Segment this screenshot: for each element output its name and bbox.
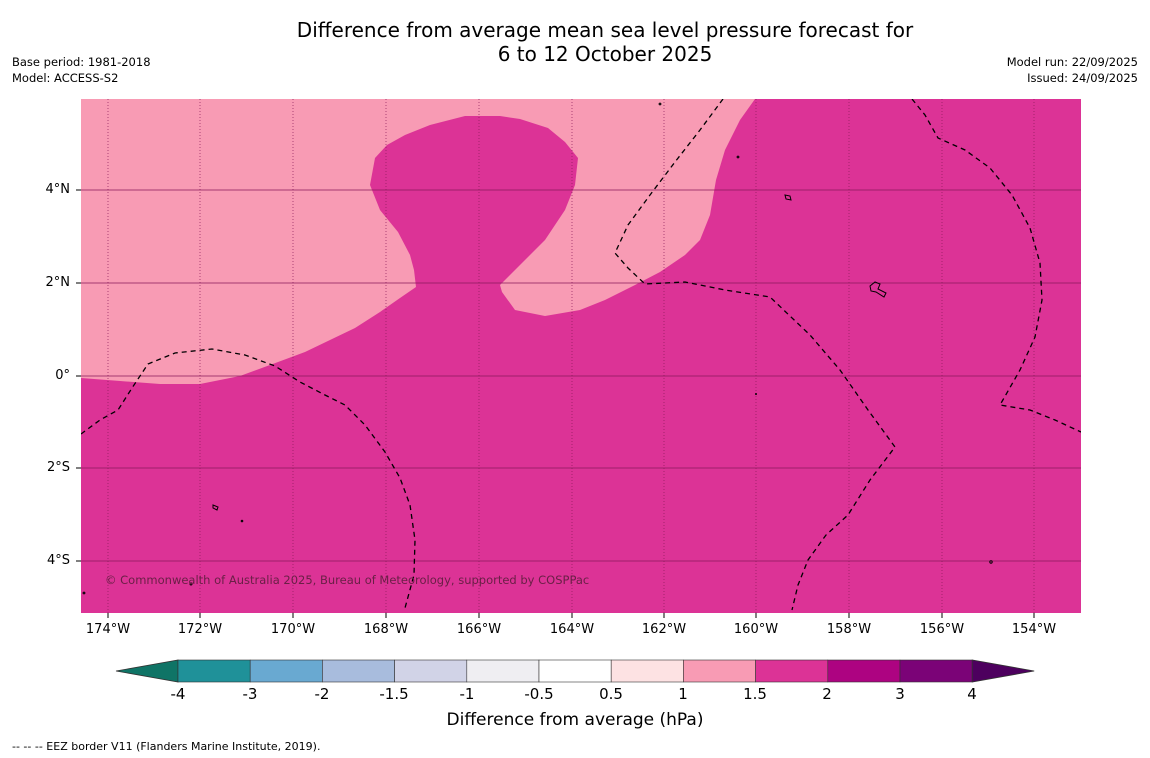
model-run: Model run: 22/09/2025: [1006, 55, 1138, 69]
colorbar-tick-label: -3: [242, 685, 258, 703]
model-name: Model: ACCESS-S2: [12, 71, 119, 85]
lon-label-172w: 172°W: [177, 622, 223, 637]
colorbar-tick-label: 1.5: [743, 685, 767, 703]
colorbar-segment: [755, 659, 829, 683]
chart-title: Difference from average mean sea level p…: [230, 18, 980, 66]
colorbar-tick-label: 2: [822, 685, 832, 703]
lat-label-2s: 2°S: [46, 460, 70, 475]
lon-label-164w: 164°W: [549, 622, 595, 637]
lat-label-2n: 2°N: [45, 275, 71, 290]
meta-left: Base period: 1981-2018 Model: ACCESS-S2: [12, 54, 151, 86]
colorbar-tick-label: -0.5: [524, 685, 554, 703]
colorbar-segment: [899, 659, 973, 683]
colorbar-tick-label: 4: [967, 685, 977, 703]
lat-label-4n: 4°N: [45, 182, 71, 197]
lon-label-170w: 170°W: [270, 622, 316, 637]
lon-label-160w: 160°W: [733, 622, 779, 637]
colorbar-segment: [827, 659, 901, 683]
colorbar-tick-label: -2: [314, 685, 330, 703]
title-line-1: Difference from average mean sea level p…: [296, 18, 914, 42]
colorbar-title: Difference from average (hPa): [446, 710, 704, 730]
colorbar-segment: [322, 659, 395, 683]
islands: [82, 102, 993, 595]
lon-label-166w: 166°W: [456, 622, 502, 637]
colorbar-segment: [610, 659, 684, 683]
copyright-notice: © Commonwealth of Australia 2025, Bureau…: [105, 573, 590, 587]
colorbar-tick-label: -1: [459, 685, 475, 703]
eez-legend-note: -- -- -- EEZ border V11 (Flanders Marine…: [12, 740, 321, 753]
colorbar-tick-label: -4: [170, 685, 186, 703]
anomaly-region-1-to-1-5: [81, 99, 755, 384]
lon-label-168w: 168°W: [363, 622, 409, 637]
lat-label-0: 0°: [55, 368, 70, 383]
colorbar-extend-low: [115, 659, 179, 683]
lat-label-4s: 4°S: [46, 553, 70, 568]
base-period: Base period: 1981-2018: [12, 55, 151, 69]
lon-label-162w: 162°W: [641, 622, 687, 637]
lon-label-154w: 154°W: [1011, 622, 1057, 637]
colorbar-extend-high: [971, 659, 1035, 683]
eez-border: [81, 99, 1081, 611]
colorbar-segment: [683, 659, 756, 683]
issued-date: Issued: 24/09/2025: [1027, 71, 1138, 85]
lon-label-158w: 158°W: [826, 622, 872, 637]
colorbar-tick-label: 0.5: [599, 685, 623, 703]
colorbar-tick-label: 1: [678, 685, 688, 703]
title-line-2: 6 to 12 October 2025: [497, 42, 713, 66]
lon-label-156w: 156°W: [919, 622, 965, 637]
colorbar-tick-label: 3: [895, 685, 905, 703]
colorbar-segment: [249, 659, 323, 683]
meta-right: Model run: 22/09/2025 Issued: 24/09/2025: [1007, 54, 1138, 86]
colorbar-segment: [538, 659, 612, 683]
colorbar-segment: [177, 659, 251, 683]
colorbar-segment: [394, 659, 468, 683]
lon-label-174w: 174°W: [85, 622, 131, 637]
colorbar-tick-label: -1.5: [379, 685, 409, 703]
colorbar-segment: [466, 659, 540, 683]
